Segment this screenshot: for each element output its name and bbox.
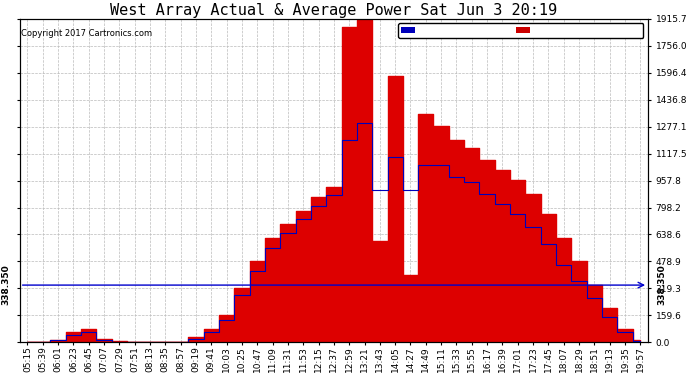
Text: 338.350: 338.350 xyxy=(658,265,667,306)
Legend: Average  (DC Watts), West Array  (DC Watts): Average (DC Watts), West Array (DC Watts… xyxy=(398,24,644,38)
Text: 338.350: 338.350 xyxy=(1,265,10,306)
Title: West Array Actual & Average Power Sat Jun 3 20:19: West Array Actual & Average Power Sat Ju… xyxy=(110,3,558,18)
Text: Copyright 2017 Cartronics.com: Copyright 2017 Cartronics.com xyxy=(21,28,152,38)
